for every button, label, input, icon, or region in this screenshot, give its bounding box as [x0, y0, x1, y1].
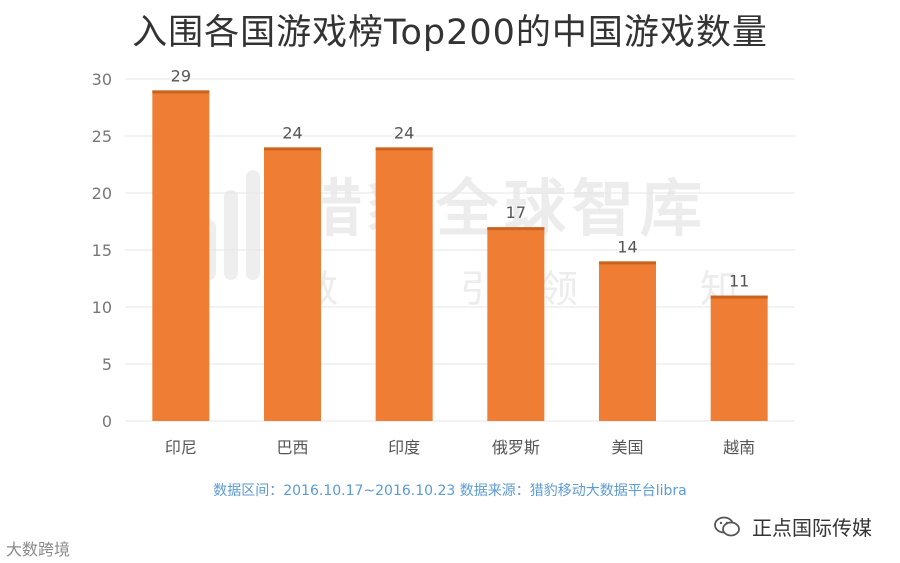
- data-label: 14: [617, 237, 637, 256]
- bars: [152, 90, 768, 422]
- bar: [487, 227, 545, 421]
- bar: [152, 90, 210, 422]
- x-tick-label: 越南: [723, 438, 755, 457]
- x-tick-label: 印度: [388, 438, 420, 457]
- brand-right-logo: 正点国际传媒: [713, 512, 872, 543]
- bar-top-edge: [487, 227, 545, 231]
- bar: [264, 147, 321, 421]
- y-tick-label: 0: [102, 412, 112, 431]
- bar-top-edge: [599, 261, 656, 265]
- data-label: 24: [282, 123, 302, 142]
- x-tick-label: 美国: [611, 438, 643, 457]
- y-tick-label: 30: [92, 70, 112, 89]
- bar: [599, 261, 656, 421]
- y-tick-label: 20: [92, 184, 112, 203]
- y-tick-label: 25: [92, 127, 112, 146]
- data-label: 17: [506, 203, 526, 222]
- bar-chart: 0 5 10 15 20 25 30 29 印尼 24 巴西 24 印度 17 俄罗斯 14 美国 11 越南: [92, 66, 795, 457]
- bar-top-edge: [152, 90, 210, 94]
- labels: 0 5 10 15 20 25 30 29 印尼 24 巴西 24 印度 17 俄罗斯 14 美国 11 越南: [92, 66, 756, 457]
- y-tick-label: 5: [102, 355, 112, 374]
- y-tick-label: 10: [92, 298, 112, 317]
- data-label: 29: [171, 66, 191, 85]
- bar: [375, 147, 433, 421]
- data-label: 11: [729, 272, 749, 291]
- x-tick-label: 巴西: [276, 438, 308, 457]
- bar-top-edge: [264, 147, 321, 151]
- source-note: 数据区间：2016.10.17~2016.10.23 数据来源：猎豹移动大数据平…: [213, 483, 687, 499]
- data-label: 24: [394, 123, 414, 142]
- grid: [125, 78, 795, 422]
- brand-right-label: 正点国际传媒: [752, 516, 872, 540]
- bar-top-edge: [375, 147, 433, 151]
- bar: [710, 295, 768, 421]
- chart-title: 入围各国游戏榜Top200的中国游戏数量: [132, 13, 768, 53]
- wechat-icon: [713, 516, 740, 543]
- x-tick-label: 俄罗斯: [492, 438, 540, 457]
- x-tick-label: 印尼: [165, 438, 197, 457]
- bar-top-edge: [710, 295, 768, 299]
- brand-left-label: 大数跨境: [6, 540, 71, 559]
- brand-left-logo: 大数跨境: [6, 536, 70, 560]
- y-tick-label: 15: [92, 241, 112, 260]
